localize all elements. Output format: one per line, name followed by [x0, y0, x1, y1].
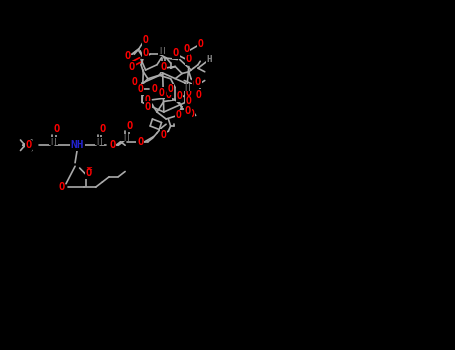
- Text: O: O: [161, 130, 167, 140]
- Text: O: O: [159, 88, 164, 98]
- Text: O: O: [186, 97, 192, 106]
- Text: O: O: [195, 77, 201, 87]
- Text: O: O: [137, 137, 143, 147]
- Text: O: O: [152, 84, 157, 94]
- Text: O: O: [188, 109, 194, 119]
- Text: ||: ||: [122, 134, 131, 141]
- Text: O: O: [186, 55, 192, 64]
- Text: ||: ||: [184, 84, 192, 91]
- Text: O: O: [54, 125, 60, 134]
- Text: O: O: [131, 77, 137, 87]
- Text: O: O: [25, 140, 31, 150]
- Text: O: O: [143, 35, 148, 45]
- Text: O: O: [86, 168, 92, 178]
- Text: O: O: [129, 62, 135, 71]
- Text: O: O: [196, 90, 202, 99]
- Text: O: O: [173, 48, 179, 58]
- Text: O: O: [124, 51, 131, 61]
- Text: O: O: [138, 84, 144, 94]
- Text: O: O: [126, 121, 133, 131]
- Text: O: O: [145, 102, 151, 112]
- Text: ||: ||: [159, 47, 167, 54]
- Text: NH: NH: [71, 140, 84, 150]
- Text: H: H: [207, 55, 212, 64]
- Text: O: O: [99, 125, 106, 134]
- Text: O: O: [110, 140, 116, 150]
- Text: ||: ||: [95, 138, 103, 145]
- Text: O: O: [58, 182, 65, 192]
- Text: ||: ||: [50, 138, 58, 145]
- Text: O: O: [168, 84, 173, 94]
- Text: O: O: [161, 62, 167, 71]
- Text: O: O: [177, 91, 182, 101]
- Text: =: =: [85, 164, 92, 173]
- Text: O: O: [166, 90, 171, 99]
- Text: O: O: [142, 48, 149, 58]
- Text: O: O: [192, 79, 199, 89]
- Text: O: O: [176, 111, 182, 120]
- Text: O: O: [145, 95, 151, 105]
- Text: O: O: [185, 106, 191, 116]
- Text: O: O: [197, 39, 203, 49]
- Text: O: O: [183, 44, 190, 54]
- Text: O: O: [186, 88, 192, 98]
